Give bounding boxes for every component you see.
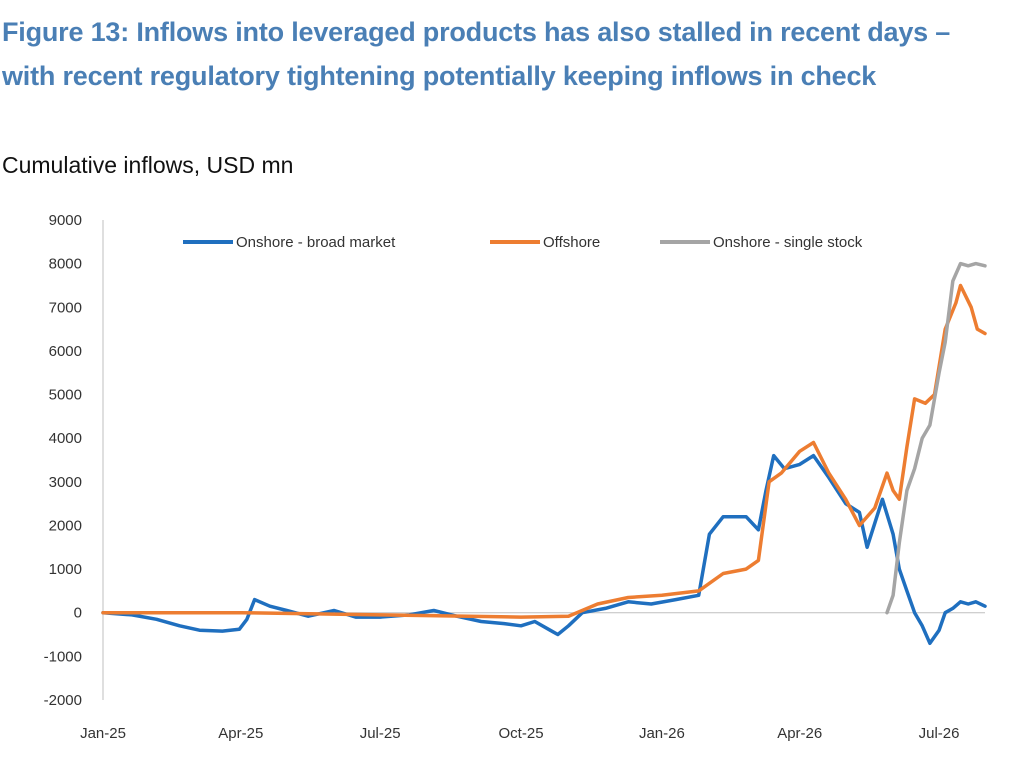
y-tick-label: 9000 (49, 212, 82, 229)
series-line-onshore-single-stock (885, 261, 987, 615)
x-tick-label: Jul-25 (360, 725, 401, 742)
y-tick-label: 6000 (49, 343, 82, 360)
y-tick-label: 2000 (49, 517, 82, 534)
y-tick-label: 3000 (49, 474, 82, 491)
x-tick-label: Jul-26 (919, 725, 960, 742)
x-tick-label: Apr-26 (777, 725, 822, 742)
x-tick-label: Oct-25 (499, 725, 544, 742)
legend-label-onshore-single-stock: Onshore - single stock (713, 234, 863, 251)
line-chart: -2000 -1000 0 1000 2000 3000 4000 5000 6000 7000 8… (44, 212, 987, 742)
x-tick-label: Jan-25 (80, 725, 126, 742)
legend-label-onshore-broad-market: Onshore - broad market (236, 234, 396, 251)
y-tick-label: 8000 (49, 256, 82, 273)
series-line-onshore-broad-market (101, 453, 987, 646)
series-line-offshore (101, 283, 987, 619)
y-tick-label: 7000 (49, 299, 82, 316)
y-tick-label: -1000 (44, 648, 82, 665)
figure-subtitle: Cumulative inflows, USD mn (2, 152, 294, 178)
y-axis: -2000 -1000 0 1000 2000 3000 4000 5000 6000 7000 8… (44, 212, 104, 709)
legend: Onshore - broad market Offshore Onshore - … (183, 234, 863, 251)
y-tick-label: 1000 (49, 561, 82, 578)
x-tick-label: Jan-26 (639, 725, 685, 742)
y-tick-label: -2000 (44, 692, 82, 709)
figure-title: Figure 13: Inflows into leveraged produc… (2, 17, 951, 91)
x-tick-label: Apr-25 (218, 725, 263, 742)
legend-label-offshore: Offshore (543, 234, 600, 251)
series-group (101, 261, 987, 646)
y-tick-label: 4000 (49, 430, 82, 447)
y-tick-label: 0 (74, 605, 82, 622)
y-tick-label: 5000 (49, 387, 82, 404)
